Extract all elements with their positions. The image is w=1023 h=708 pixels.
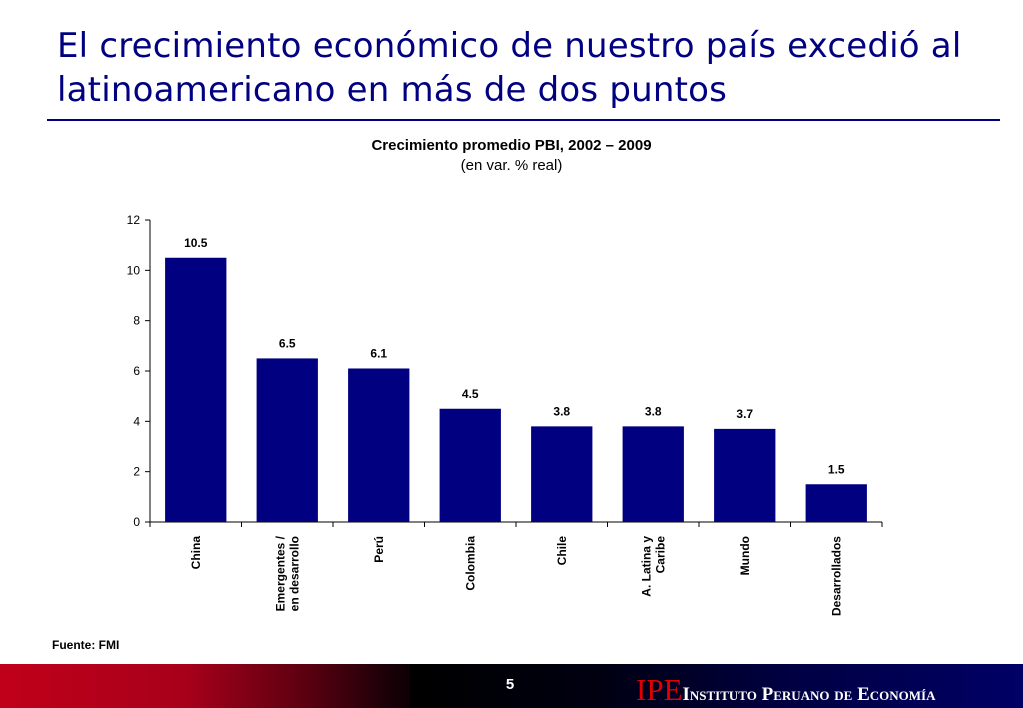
x-category-label: A. Latina yCaribe bbox=[639, 536, 667, 597]
chart-subtitle: (en var. % real) bbox=[460, 157, 563, 174]
x-category-label: Desarrollados bbox=[829, 536, 843, 616]
data-label: 6.1 bbox=[370, 346, 387, 360]
bar-1 bbox=[165, 257, 227, 522]
x-category-label: China bbox=[189, 536, 203, 570]
bar-8 bbox=[805, 484, 867, 522]
data-label: 4.5 bbox=[462, 387, 479, 401]
footer-bar-right bbox=[410, 664, 1023, 708]
source-note: Fuente: FMI bbox=[52, 638, 120, 652]
y-tick-label: 10 bbox=[127, 263, 141, 277]
bar-2 bbox=[256, 358, 318, 522]
data-label: 3.8 bbox=[645, 404, 662, 418]
bar-4 bbox=[439, 408, 501, 522]
y-tick-label: 12 bbox=[127, 213, 141, 227]
bar-5 bbox=[531, 426, 593, 522]
data-label: 6.5 bbox=[279, 336, 296, 350]
data-label: 3.8 bbox=[553, 404, 570, 418]
data-label: 1.5 bbox=[828, 462, 845, 476]
chart-title: Crecimiento promedio PBI, 2002 – 2009 bbox=[371, 137, 652, 154]
data-label: 10.5 bbox=[184, 236, 208, 250]
y-tick-label: 4 bbox=[133, 414, 140, 428]
bar-6 bbox=[622, 426, 684, 522]
bar-3 bbox=[348, 368, 410, 522]
title-divider bbox=[47, 119, 1000, 121]
y-tick-label: 2 bbox=[133, 465, 140, 479]
x-category-label: Emergentes /en desarrollo bbox=[273, 535, 301, 611]
logo-text: Instituto Peruano de Economía bbox=[682, 684, 936, 705]
y-tick-label: 6 bbox=[133, 364, 140, 378]
y-tick-label: 8 bbox=[133, 314, 140, 328]
page-number: 5 bbox=[505, 676, 515, 693]
x-category-label: Colombia bbox=[463, 536, 477, 591]
x-category-label: Perú bbox=[372, 536, 386, 563]
slide-title: El crecimiento económico de nuestro país… bbox=[57, 26, 962, 110]
x-category-label: Chile bbox=[555, 536, 569, 566]
x-category-label: Mundo bbox=[738, 536, 752, 575]
y-tick-label: 0 bbox=[133, 515, 140, 529]
logo-mark: IPE bbox=[636, 672, 683, 707]
ipe-logo: IPEInstituto Peruano de Economía bbox=[636, 672, 936, 707]
bar-7 bbox=[714, 428, 776, 522]
data-label: 3.7 bbox=[736, 407, 753, 421]
